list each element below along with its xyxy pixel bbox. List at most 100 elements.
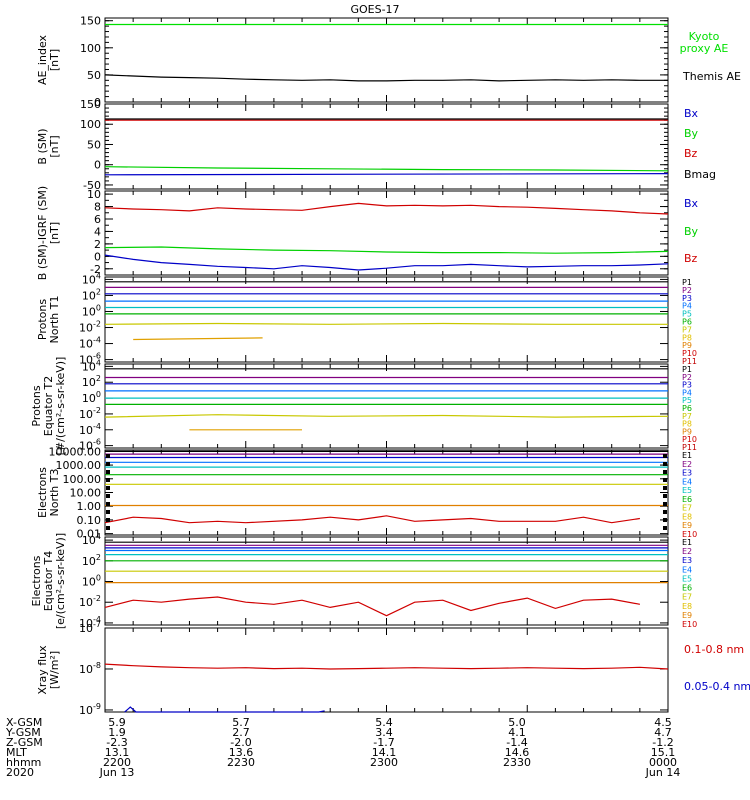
y-tick-label: 104 [82,532,101,547]
legend-e2: E2 [682,460,692,469]
legend-e5: E5 [682,574,692,583]
panel-frame [104,363,669,449]
legend-p10: P10 [682,349,697,358]
y-tick-label: 0 [94,159,101,172]
legend-p11: P11 [682,357,697,366]
legend-e3: E3 [682,469,692,478]
legend-e6: E6 [682,495,692,504]
series-bx [104,254,669,271]
edge-marker [106,470,110,474]
legend-e1: E1 [682,451,692,460]
ephemeris-row-label: X-GSM [6,716,43,729]
edge-marker [106,526,110,530]
y-axis-label: Xray flux[W/m²] [36,645,61,695]
series-0-1-0-8-nm [104,663,669,670]
y-tick-label: 102 [82,374,101,389]
ephemeris-value: 2200 [103,756,131,769]
edge-marker [663,518,667,522]
ephemeris-value: 1.9 [108,726,126,739]
y-tick-label: 10.00 [70,487,102,500]
y-tick-label: 6 [94,213,101,226]
y-tick-label: 10-6 [79,438,101,453]
y-tick-label: 100 [82,303,101,318]
edge-marker [663,486,667,490]
panel-1: 0 50 100 150 AE_index[nT] Kyoto proxy AE Themis… [36,15,741,109]
edge-marker [663,526,667,530]
y-tick-label: 100 [82,390,101,405]
legend-p3: P3 [682,381,692,390]
y-tick-label: 102 [82,287,101,302]
series-themis-ae [104,74,668,82]
legend-e8: E8 [682,512,692,521]
edge-marker [106,462,110,466]
legend-bmag: Bmag [684,168,716,181]
legend-p11: P11 [682,443,697,452]
edge-marker [106,518,110,522]
y-axis-label: B (SM)-IGRF (SM)[nT] [36,186,61,280]
panel-7: 10-4 10-2 100 102 104 ElectronsEquator T4[e/(… [30,532,697,630]
edge-marker [106,454,110,458]
y-tick-label: 10-2 [79,594,101,609]
y-axis-label: B (SM)[nT] [36,128,61,164]
panel-frame [104,276,669,363]
ephemeris-value: -1.4 [506,736,528,749]
legend-e2: E2 [682,547,692,556]
edge-marker [663,478,667,482]
y-tick-label: 104 [82,271,101,286]
legend-e7: E7 [682,504,692,513]
y-tick-label: 10-4 [79,422,101,437]
y-tick-label: 10 [87,188,101,201]
legend-by: By [684,225,699,238]
legend-bz: Bz [684,147,698,160]
y-tick-label: 50 [87,138,101,151]
y-tick-label: 10-9 [79,702,101,717]
legend-p9: P9 [682,341,692,350]
y-tick-label: 2 [94,238,101,251]
panel-frame [104,627,669,713]
y-tick-label: 0.10 [77,514,102,527]
legend-e6: E6 [682,584,692,593]
y-tick-label: 100 [82,574,101,589]
legend-p4: P4 [682,302,692,311]
series-e9 [104,596,641,617]
y-tick-label: 10-6 [79,352,101,367]
y-axis-label: ProtonsNorth T1 [36,296,61,344]
legend-xray-long: 0.1-0.8 nm [684,643,744,656]
ephemeris-value: -1.7 [373,736,395,749]
legend-by: By [684,127,699,140]
panel-2: -50 0 50 100 150 B (SM)[nT] Bx By Bz Bmag [36,98,716,192]
legend-e9: E9 [682,611,692,620]
ephemeris-value: 15.1 [650,746,676,759]
legend-p1: P1 [682,365,692,374]
ephemeris-value: 0000 [649,756,677,769]
legend-p1: P1 [682,278,692,287]
ephemeris-value: 13.6 [228,746,254,759]
y-tick-label: 0.01 [77,528,102,541]
ephemeris-value: 5.0 [508,716,526,729]
y-tick-label: 104 [82,358,101,373]
edge-marker [663,462,667,466]
ephemeris-value: -2.3 [106,736,128,749]
y-tick-label: 100 [80,118,101,131]
legend-e9: E9 [682,521,692,530]
y-tick-label: 10000.00 [49,445,102,458]
legend-bz: Bz [684,252,698,265]
ephemeris-value: 5.4 [375,716,393,729]
ephemeris-value: 14.1 [371,746,397,759]
series-bz [104,202,669,215]
series-by [104,246,669,254]
legend-p10: P10 [682,435,697,444]
y-tick-label: 150 [80,98,101,111]
plot-title: GOES-17 [350,3,399,16]
panel-frame [104,17,669,103]
y-tick-label: 10-8 [79,661,101,676]
legend-p6: P6 [682,404,692,413]
y-axis-label: AE_index[nT] [36,34,61,85]
legend-e4: E4 [682,565,692,574]
series-0-05-0-4-nm [124,706,325,713]
ephemeris-value: 2230 [227,756,255,769]
